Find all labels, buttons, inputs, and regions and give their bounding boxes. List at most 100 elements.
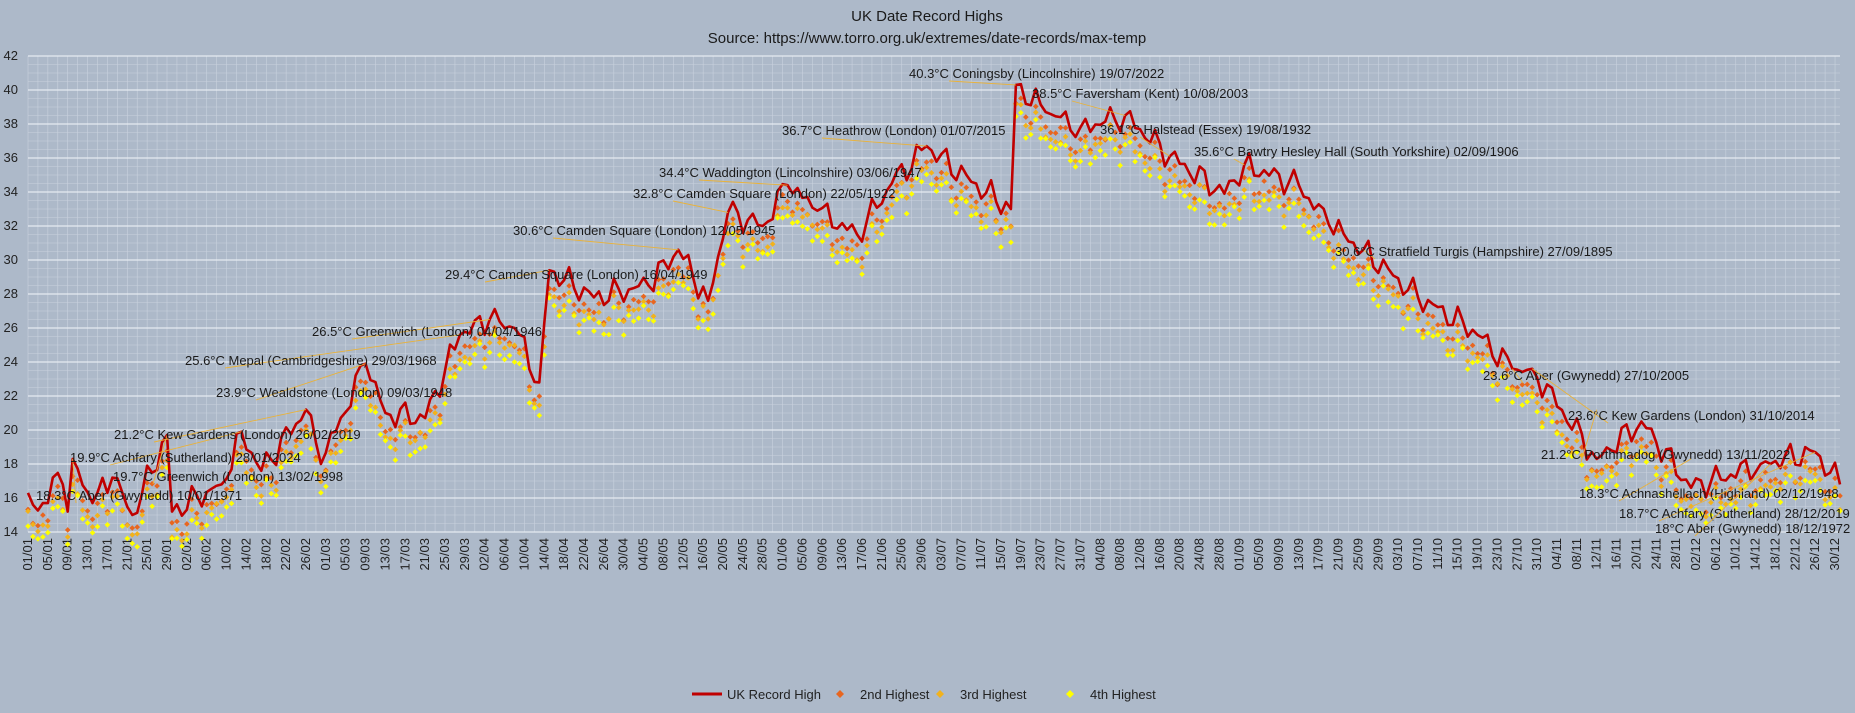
fourth-highest-marker (963, 198, 970, 205)
fourth-highest-marker (1107, 135, 1114, 142)
x-tick-label: 01/01 (20, 538, 35, 571)
fourth-highest-marker (273, 492, 280, 499)
fourth-highest-marker (958, 195, 965, 202)
annotation-leader (351, 319, 490, 340)
x-tick-label: 10/04 (516, 538, 531, 571)
fourth-highest-marker (1330, 264, 1337, 271)
third-highest-marker (318, 478, 324, 485)
x-tick-label: 07/07 (953, 538, 968, 571)
second-highest-marker (1598, 467, 1605, 474)
third-highest-marker (45, 523, 51, 529)
third-highest-marker (1539, 419, 1545, 426)
third-highest-marker (1216, 203, 1223, 209)
third-highest-marker (1256, 198, 1262, 205)
third-highest-marker (764, 244, 771, 250)
second-highest-marker (1137, 142, 1143, 149)
third-highest-marker (501, 345, 508, 351)
third-highest-marker (591, 316, 597, 323)
second-highest-marker (784, 198, 791, 205)
third-highest-marker (1102, 136, 1109, 142)
third-highest-marker (1479, 356, 1486, 363)
second-highest-marker (471, 335, 478, 342)
fourth-highest-marker (1067, 157, 1074, 164)
third-highest-marker (1281, 213, 1287, 219)
fourth-highest-marker (1464, 366, 1471, 372)
fourth-highest-marker (1718, 505, 1724, 511)
third-highest-marker (457, 357, 463, 363)
third-highest-marker (620, 318, 627, 325)
second-highest-marker (40, 512, 46, 518)
fourth-highest-marker (506, 352, 513, 359)
second-highest-marker (526, 384, 533, 390)
third-highest-marker (119, 507, 126, 513)
third-highest-marker (412, 437, 419, 444)
fourth-highest-marker (1018, 109, 1024, 116)
third-highest-marker (1176, 184, 1183, 190)
x-tick-label: 06/04 (497, 538, 512, 571)
third-highest-marker (1167, 178, 1173, 184)
fourth-highest-marker (879, 231, 885, 238)
fourth-highest-marker (1211, 222, 1218, 228)
fourth-highest-marker (1454, 337, 1461, 344)
second-highest-marker (1350, 255, 1357, 261)
third-highest-marker (189, 507, 195, 513)
third-highest-marker (1032, 109, 1039, 116)
second-highest-marker (675, 264, 682, 271)
third-highest-marker (109, 494, 116, 500)
fourth-highest-marker (869, 222, 875, 229)
third-highest-marker (1345, 264, 1352, 270)
fourth-highest-marker (144, 493, 150, 500)
second-highest-marker (1003, 210, 1009, 217)
third-highest-marker (750, 236, 756, 242)
third-highest-marker (1171, 172, 1178, 179)
third-highest-marker (1807, 468, 1814, 475)
second-highest-marker (486, 331, 493, 338)
third-highest-marker (918, 167, 925, 174)
x-tick-label: 13/06 (834, 538, 849, 571)
third-highest-marker (779, 204, 786, 211)
fourth-highest-marker (511, 359, 518, 365)
third-highest-marker (1593, 473, 1600, 480)
third-highest-marker (1211, 207, 1218, 214)
second-highest-marker (184, 521, 190, 527)
fourth-highest-marker (993, 230, 999, 237)
fourth-highest-marker (918, 178, 925, 185)
fourth-highest-marker (730, 230, 736, 237)
fourth-highest-marker (1698, 511, 1704, 517)
third-highest-marker (1097, 140, 1104, 147)
x-tick-label: 08/05 (655, 538, 670, 571)
third-highest-marker (541, 343, 548, 350)
second-highest-marker (1772, 476, 1779, 483)
fourth-highest-marker (1459, 345, 1466, 351)
third-highest-marker (179, 537, 185, 544)
third-highest-marker (601, 321, 607, 328)
fourth-highest-marker (1593, 484, 1600, 491)
fourth-highest-marker (635, 315, 642, 321)
fourth-highest-marker (1430, 333, 1436, 339)
second-highest-marker (983, 201, 989, 207)
fourth-highest-marker (849, 255, 855, 262)
fourth-highest-marker (1385, 299, 1392, 305)
fourth-highest-marker (1777, 499, 1784, 505)
fourth-highest-marker (625, 312, 632, 319)
second-highest-marker (1449, 336, 1456, 342)
fourth-highest-marker (1117, 162, 1123, 169)
third-highest-marker (1122, 134, 1128, 141)
second-highest-marker (1181, 178, 1188, 184)
third-highest-marker (1673, 494, 1679, 500)
fourth-highest-marker (496, 352, 503, 358)
fourth-highest-marker (357, 390, 364, 396)
fourth-highest-marker (1375, 303, 1382, 309)
fourth-highest-marker (1167, 183, 1173, 190)
third-highest-marker (79, 507, 86, 513)
annotation-label: 40.3°C Coningsby (Lincolnshire) 19/07/20… (909, 66, 1164, 81)
fourth-highest-marker (735, 237, 741, 244)
second-highest-marker (824, 219, 831, 225)
third-highest-marker (1306, 214, 1312, 220)
x-tick-label: 09/01 (60, 538, 75, 571)
third-highest-marker (35, 528, 41, 535)
third-highest-marker (238, 451, 245, 457)
third-highest-marker (323, 468, 329, 475)
fourth-highest-marker (655, 290, 662, 296)
third-highest-marker (1752, 494, 1759, 501)
